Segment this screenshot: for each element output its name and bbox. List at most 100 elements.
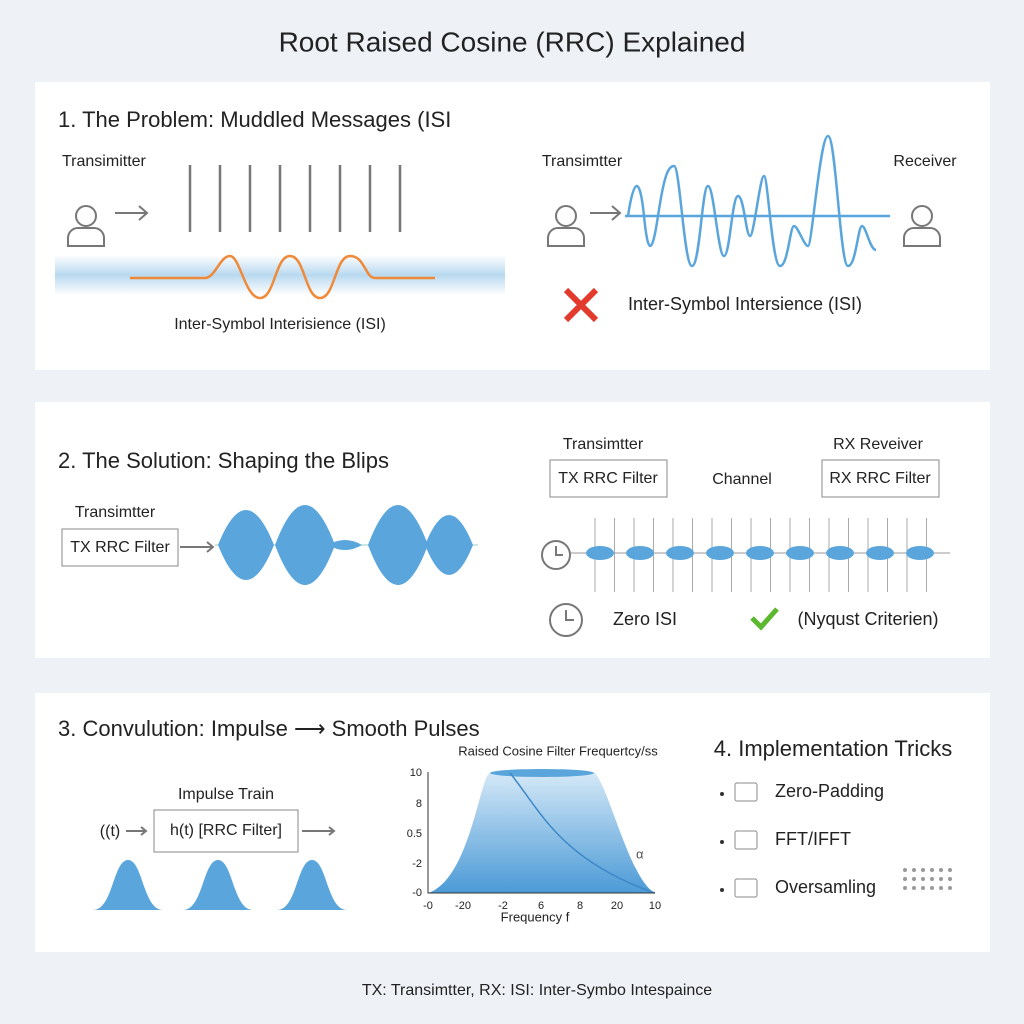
box — [821, 459, 940, 498]
y-tick-label: 8 — [416, 798, 422, 810]
dot — [912, 877, 916, 881]
arrow — [590, 205, 622, 221]
symbols — [586, 546, 934, 560]
arrow — [115, 205, 149, 221]
passband-top — [490, 769, 594, 777]
box-label: RX RRC Filter — [829, 470, 931, 487]
x-tick-label: -20 — [455, 900, 471, 912]
x-tick-label: 20 — [611, 900, 623, 912]
label: Transimtter — [542, 153, 623, 170]
symbol — [586, 546, 614, 560]
label: (Nyqust Criterien) — [797, 609, 938, 629]
dots-icon — [903, 868, 952, 890]
error-icon — [563, 287, 599, 323]
label: RX Reveiver — [833, 436, 923, 453]
dot — [912, 886, 916, 890]
dot — [903, 877, 907, 881]
channel-band — [55, 255, 505, 295]
rolloff-curve — [509, 772, 656, 894]
x-label: Frequency f — [501, 909, 570, 924]
dot — [930, 868, 934, 872]
dot — [930, 886, 934, 890]
heading: 2. The Solution: Shaping the Blips — [58, 448, 389, 473]
x-tick-label: 8 — [577, 900, 583, 912]
dot — [939, 877, 943, 881]
caption: Inter-Symbol Intersience (ISI) — [628, 294, 862, 314]
distorted-wave — [626, 134, 877, 268]
label: Transimtter — [563, 436, 644, 453]
arrow — [302, 826, 336, 836]
symbol — [786, 546, 814, 560]
heading: 3. Convulution: Impulse ⟶ Smooth Pulses — [58, 716, 480, 741]
list-item: Oversamling — [775, 877, 876, 897]
clock-icon — [549, 603, 583, 637]
alpha-label: α — [636, 846, 644, 861]
dot — [921, 868, 925, 872]
dot — [939, 868, 943, 872]
panel — [35, 402, 990, 658]
pulses — [218, 505, 473, 585]
label: Impulse Train — [178, 786, 274, 803]
item-icon — [734, 782, 758, 802]
list-item: Zero-Padding — [775, 781, 884, 801]
footer: TX: Transimtter, RX: ISI: Inter-Symbo In… — [362, 982, 712, 999]
filter-response — [428, 773, 655, 893]
y-tick-label: -0 — [412, 887, 422, 899]
axes — [427, 772, 655, 894]
dot — [948, 877, 952, 881]
dot — [903, 886, 907, 890]
box — [549, 459, 668, 498]
bullet — [720, 840, 724, 844]
dot — [921, 886, 925, 890]
arrow — [180, 541, 215, 553]
box-label: TX RRC Filter — [70, 539, 170, 556]
clock-icon — [541, 540, 571, 570]
y-tick-label: 0.5 — [407, 828, 422, 840]
x-tick-label: -0 — [423, 900, 433, 912]
label: ((t) — [100, 823, 120, 840]
y-tick-label: -2 — [412, 858, 422, 870]
symbol — [706, 546, 734, 560]
box-label: TX RRC Filter — [558, 470, 658, 487]
arrow — [126, 826, 148, 836]
bullet — [720, 888, 724, 892]
bullet — [720, 792, 724, 796]
box-label: h(t) [RRC Filter] — [170, 822, 282, 839]
person-icon — [903, 205, 941, 247]
label: Receiver — [893, 153, 957, 170]
item-icon — [734, 830, 758, 850]
overlap-wave — [130, 254, 435, 300]
dot — [921, 877, 925, 881]
dot — [912, 868, 916, 872]
panel — [35, 82, 990, 370]
symbol — [666, 546, 694, 560]
dot — [930, 877, 934, 881]
item-icon — [734, 878, 758, 898]
heading: 1. The Problem: Muddled Messages (ISI — [58, 107, 451, 132]
bell-pulses — [93, 860, 347, 910]
x-tick-label: 10 — [649, 900, 661, 912]
label: Channel — [712, 471, 772, 488]
symbol — [906, 546, 934, 560]
symbol — [826, 546, 854, 560]
dot — [948, 868, 952, 872]
box — [61, 528, 179, 567]
impulses — [188, 165, 402, 232]
x-tick-label: -2 — [498, 900, 508, 912]
person-icon — [547, 205, 585, 247]
label: Transimtter — [75, 504, 156, 521]
list-item: FFT/IFFT — [775, 829, 851, 849]
label: Zero ISI — [613, 609, 677, 629]
symbol — [626, 546, 654, 560]
check-icon — [750, 607, 779, 631]
label: Transimitter — [62, 153, 147, 170]
dot — [903, 868, 907, 872]
person-icon — [67, 205, 105, 247]
symbol — [866, 546, 894, 560]
title: Root Raised Cosine (RRC) Explained — [279, 26, 746, 57]
symbol — [746, 546, 774, 560]
heading: 4. Implementation Tricks — [714, 736, 952, 761]
caption: Inter-Symbol Interisience (ISI) — [174, 316, 386, 333]
dot — [948, 886, 952, 890]
